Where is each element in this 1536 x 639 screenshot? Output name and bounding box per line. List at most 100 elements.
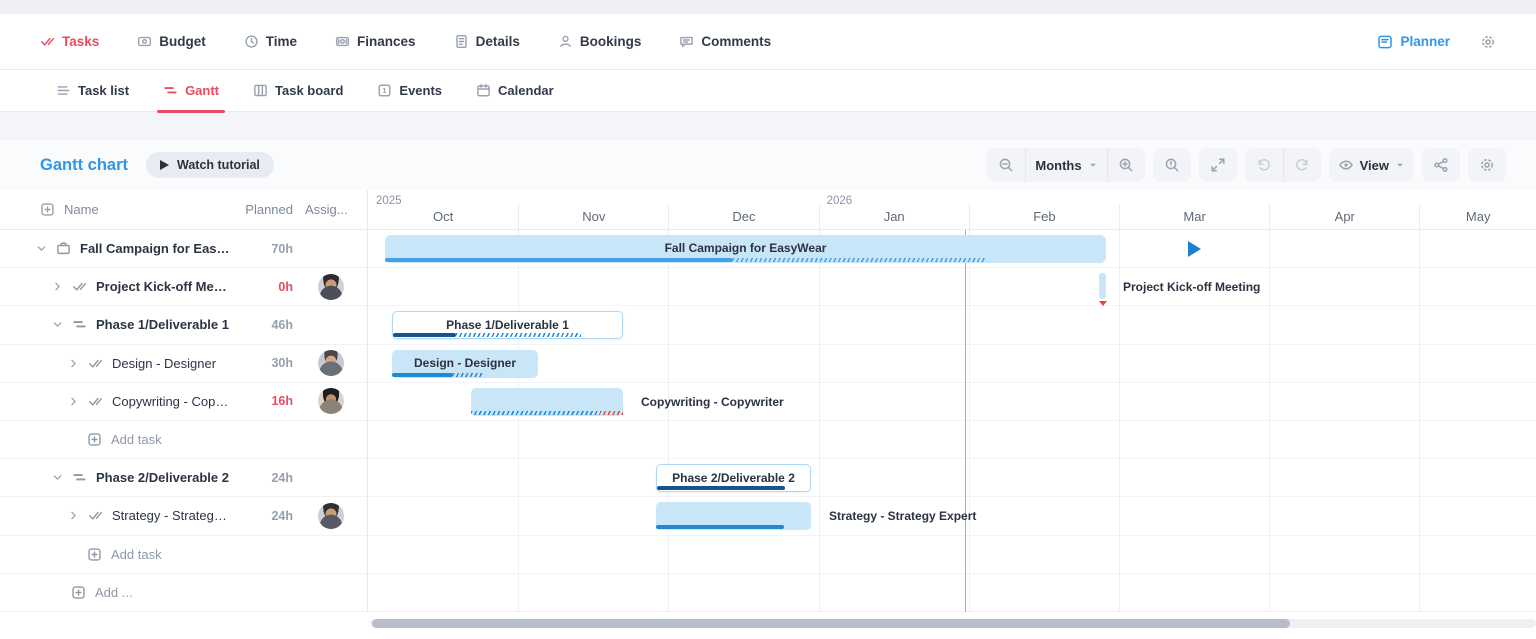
month-label-dec: Dec bbox=[668, 204, 818, 229]
check-icon bbox=[88, 356, 103, 371]
task-bar[interactable]: Design - Designer bbox=[392, 350, 538, 378]
subnav-item-gantt[interactable]: Gantt bbox=[163, 70, 219, 112]
month-label-mar: Mar bbox=[1119, 204, 1269, 229]
column-assignees: Assig... bbox=[305, 202, 357, 217]
zoom-in-button[interactable] bbox=[1107, 148, 1145, 182]
nav-tab-bookings[interactable]: Bookings bbox=[558, 34, 642, 49]
view-dropdown[interactable]: View bbox=[1329, 148, 1414, 182]
play-marker-icon[interactable] bbox=[1188, 241, 1201, 257]
nav-tab-details[interactable]: Details bbox=[454, 34, 520, 49]
events-icon: 1 bbox=[377, 83, 392, 98]
task-bar[interactable] bbox=[656, 502, 811, 530]
fullscreen-button[interactable] bbox=[1199, 148, 1237, 182]
subnav-item-task-list[interactable]: Task list bbox=[56, 70, 129, 112]
assignee-avatar[interactable] bbox=[318, 388, 344, 414]
timescale-dropdown[interactable]: Months bbox=[1025, 148, 1106, 182]
nav-tab-budget[interactable]: Budget bbox=[137, 34, 206, 49]
task-row[interactable]: Phase 1/Deliverable 146h bbox=[0, 306, 367, 344]
month-gridline bbox=[1419, 230, 1420, 612]
plus-square-icon[interactable] bbox=[87, 432, 102, 447]
budget-icon bbox=[137, 34, 152, 49]
row-gridline bbox=[368, 267, 1536, 268]
planned-hours: 24h bbox=[233, 509, 293, 523]
add-task-row[interactable]: Add ... bbox=[0, 574, 367, 612]
chevron-down-icon[interactable] bbox=[51, 471, 65, 484]
nav-tab-finances[interactable]: Finances bbox=[335, 34, 416, 49]
subnav-item-calendar[interactable]: Calendar bbox=[476, 70, 554, 112]
nav-tab-time[interactable]: Time bbox=[244, 34, 297, 49]
chevron-right-icon[interactable] bbox=[67, 395, 81, 408]
watch-tutorial-button[interactable]: Watch tutorial bbox=[146, 152, 274, 178]
chevron-right-icon[interactable] bbox=[51, 280, 65, 293]
phase-bar[interactable]: Phase 1/Deliverable 1 bbox=[392, 311, 623, 339]
add-task-row[interactable]: Add task bbox=[0, 421, 367, 459]
planner-link[interactable]: Planner bbox=[1377, 34, 1450, 50]
nav-tab-label: Finances bbox=[357, 34, 416, 49]
progress-strip bbox=[385, 258, 985, 262]
month-label-may: May bbox=[1419, 204, 1536, 229]
month-gridline bbox=[1119, 230, 1120, 612]
task-name: Fall Campaign for EasyWear bbox=[80, 241, 233, 256]
month-label-oct: Oct bbox=[368, 204, 518, 229]
nav-tab-label: Bookings bbox=[580, 34, 642, 49]
timeline-header: 20252026OctNovDecJanFebMarAprMay bbox=[368, 190, 1536, 230]
project-nav-tabs: Tasks Budget Time Finances Details Bookings Co… bbox=[40, 34, 771, 49]
assignee-avatar[interactable] bbox=[318, 274, 344, 300]
briefcase-icon bbox=[56, 241, 71, 256]
phase-bar[interactable]: Phase 2/Deliverable 2 bbox=[656, 464, 811, 492]
chevron-down-icon[interactable] bbox=[35, 242, 49, 255]
spacer-band bbox=[0, 112, 1536, 140]
zoom-fit-button[interactable] bbox=[1153, 148, 1191, 182]
horizontal-scroll-area bbox=[0, 612, 1536, 639]
zoom-out-button[interactable] bbox=[987, 148, 1025, 182]
view-group: View bbox=[1329, 148, 1414, 182]
task-row[interactable]: Phase 2/Deliverable 224h bbox=[0, 459, 367, 497]
add-task-row[interactable]: Add task bbox=[0, 536, 367, 574]
assignee-avatar[interactable] bbox=[318, 350, 344, 376]
task-bar[interactable] bbox=[471, 388, 623, 416]
undo-redo-group bbox=[1245, 148, 1321, 182]
bookings-icon bbox=[558, 34, 573, 49]
redo-button[interactable] bbox=[1283, 148, 1321, 182]
month-gridline bbox=[969, 230, 970, 612]
share-button[interactable] bbox=[1422, 148, 1460, 182]
task-row[interactable]: Strategy - Strategy Exp...24h bbox=[0, 497, 367, 535]
month-label-jan: Jan bbox=[819, 204, 969, 229]
nav-tab-tasks[interactable]: Tasks bbox=[40, 34, 99, 49]
progress-strip bbox=[471, 411, 623, 415]
gear-icon bbox=[1480, 34, 1496, 50]
progress-scheduled bbox=[471, 411, 600, 415]
task-row[interactable]: Copywriting - Copywriter16h bbox=[0, 383, 367, 421]
task-row[interactable]: Fall Campaign for EasyWear70h bbox=[0, 230, 367, 268]
row-gridline bbox=[368, 420, 1536, 421]
progress-strip bbox=[657, 486, 785, 490]
nav-tab-comments[interactable]: Comments bbox=[679, 34, 771, 49]
timeline-body: Fall Campaign for EasyWearProject Kick-o… bbox=[368, 230, 1536, 612]
overdue-marker-icon bbox=[1099, 301, 1107, 306]
task-row[interactable]: Design - Designer30h bbox=[0, 345, 367, 383]
chevron-right-icon[interactable] bbox=[67, 357, 81, 370]
assignee-avatar[interactable] bbox=[318, 503, 344, 529]
plus-square-icon[interactable] bbox=[87, 547, 102, 562]
project-bar[interactable]: Fall Campaign for EasyWear bbox=[385, 235, 1106, 263]
zoom-scale-group: Months bbox=[987, 148, 1144, 182]
undo-button[interactable] bbox=[1245, 148, 1283, 182]
month-gridline bbox=[1269, 230, 1270, 612]
nav-tab-label: Budget bbox=[159, 34, 206, 49]
gantt-settings-button[interactable] bbox=[1468, 148, 1506, 182]
play-icon bbox=[160, 160, 169, 170]
milestone-bar[interactable] bbox=[1099, 273, 1106, 299]
chevron-right-icon[interactable] bbox=[67, 509, 81, 522]
expand-all-icon[interactable] bbox=[40, 202, 55, 217]
project-settings-button[interactable] bbox=[1480, 34, 1496, 50]
planned-hours: 16h bbox=[233, 394, 293, 408]
planned-hours: 0h bbox=[233, 280, 293, 294]
fullscreen-group bbox=[1199, 148, 1237, 182]
subnav-item-task-board[interactable]: Task board bbox=[253, 70, 343, 112]
chevron-down-icon[interactable] bbox=[51, 318, 65, 331]
subnav-item-events[interactable]: 1Events bbox=[377, 70, 442, 112]
plus-square-icon[interactable] bbox=[71, 585, 86, 600]
task-row[interactable]: Project Kick-off Meeting0h bbox=[0, 268, 367, 306]
nav-right: Planner bbox=[1377, 34, 1496, 50]
scrollbar-thumb[interactable] bbox=[372, 619, 1290, 628]
